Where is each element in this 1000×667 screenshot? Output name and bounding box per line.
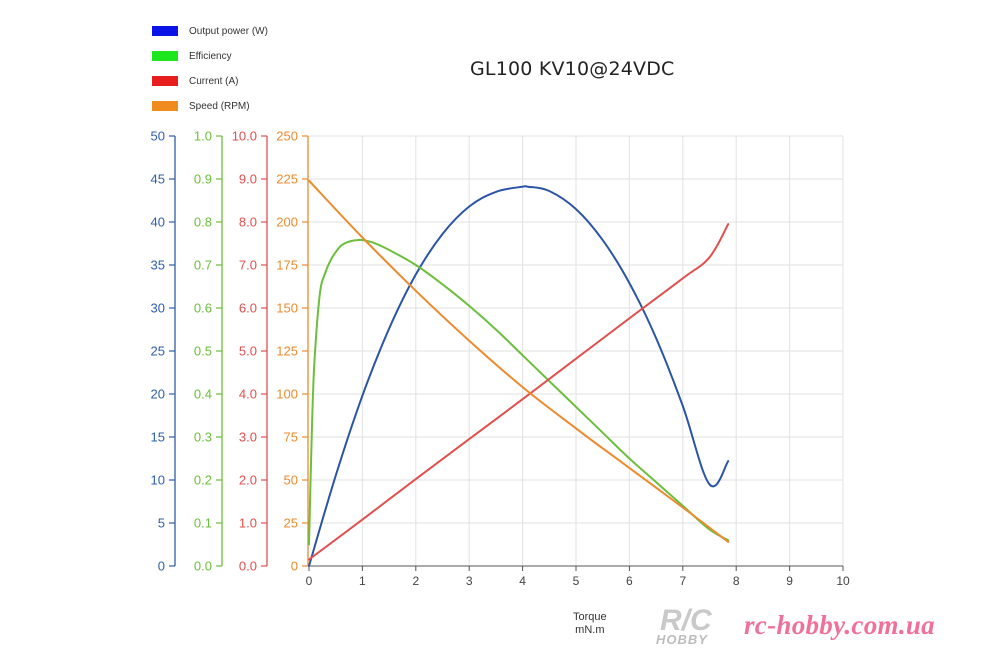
legend-item-efficiency: Efficiency <box>152 48 232 64</box>
y-tick-label-current: 0.0 <box>239 559 257 574</box>
y-tick-label-power: 15 <box>151 430 165 445</box>
x-tick-label: 10 <box>836 574 850 588</box>
x-tick-label: 4 <box>519 574 526 588</box>
y-tick-label-efficiency: 0.1 <box>194 516 212 531</box>
series-lines <box>308 179 730 567</box>
y-tick-label-speed: 175 <box>276 258 298 273</box>
x-axis-label: Torque mN.m <box>573 611 607 637</box>
x-tick-label: 8 <box>733 574 740 588</box>
y-tick-label-speed: 125 <box>276 344 298 359</box>
legend-swatch-speed <box>152 101 178 111</box>
series-line-efficiency <box>308 238 730 546</box>
x-tick-label: 7 <box>679 574 686 588</box>
y-tick-label-power: 30 <box>151 301 165 316</box>
y-tick-label-speed: 0 <box>291 559 298 574</box>
x-tick-label: 0 <box>306 574 313 588</box>
y-tick-label-speed: 250 <box>276 129 298 144</box>
series-line-speed <box>308 179 730 543</box>
y-tick-label-efficiency: 0.2 <box>194 473 212 488</box>
x-axis-label-line2: mN.m <box>575 624 605 636</box>
y-tick-label-current: 7.0 <box>239 258 257 273</box>
y-tick-label-efficiency: 0.8 <box>194 215 212 230</box>
y-tick-label-current: 9.0 <box>239 172 257 187</box>
y-tick-label-power: 0 <box>158 559 165 574</box>
legend-swatch-efficiency <box>152 51 178 61</box>
y-tick-label-power: 35 <box>151 258 165 273</box>
y-tick-label-current: 1.0 <box>239 516 257 531</box>
y-tick-label-efficiency: 0.4 <box>194 387 212 402</box>
y-tick-label-efficiency: 0.0 <box>194 559 212 574</box>
grid <box>309 135 844 566</box>
y-tick-label-speed: 200 <box>276 215 298 230</box>
y-tick-label-efficiency: 0.5 <box>194 344 212 359</box>
legend-swatch-power <box>152 26 178 36</box>
y-tick-label-current: 5.0 <box>239 344 257 359</box>
y-tick-label-efficiency: 0.7 <box>194 258 212 273</box>
legend-label-power: Output power (W) <box>189 25 268 37</box>
legend-item-speed: Speed (RPM) <box>152 98 250 114</box>
y-tick-label-efficiency: 0.3 <box>194 430 212 445</box>
x-tick-label: 5 <box>573 574 580 588</box>
y-tick-label-efficiency: 0.6 <box>194 301 212 316</box>
y-tick-label-current: 8.0 <box>239 215 257 230</box>
y-tick-label-speed: 150 <box>276 301 298 316</box>
legend-label-current: Current (A) <box>189 75 239 87</box>
legend-label-efficiency: Efficiency <box>189 50 232 62</box>
y-tick-label-speed: 100 <box>276 387 298 402</box>
series-line-current <box>308 223 730 561</box>
y-tick-label-speed: 225 <box>276 172 298 187</box>
watermark-logo-sub: HOBBY <box>656 632 708 647</box>
y-tick-label-efficiency: 1.0 <box>194 129 212 144</box>
y-tick-label-power: 50 <box>151 129 165 144</box>
y-tick-label-efficiency: 0.9 <box>194 172 212 187</box>
series-line-power <box>308 185 730 567</box>
y-tick-label-current: 4.0 <box>239 387 257 402</box>
y-tick-label-power: 40 <box>151 215 165 230</box>
y-tick-label-power: 25 <box>151 344 165 359</box>
y-tick-label-speed: 25 <box>284 516 298 531</box>
axes: 0 1 2 3 4 5 6 7 8 9 10051015202530354045500.00.10.… <box>151 129 850 589</box>
x-tick-label: 9 <box>786 574 793 588</box>
y-tick-label-power: 5 <box>158 516 165 531</box>
watermark: R/C HOBBY rc-hobby.com.ua <box>654 604 984 650</box>
x-tick-label: 1 <box>359 574 366 588</box>
watermark-site: rc-hobby.com.ua <box>744 610 935 640</box>
chart-title: GL100 KV10@24VDC <box>470 58 675 80</box>
legend-item-current: Current (A) <box>152 73 238 89</box>
x-tick-label: 6 <box>626 574 633 588</box>
x-tick-label: 2 <box>412 574 419 588</box>
watermark-logo: R/C <box>660 604 712 637</box>
legend-swatch-current <box>152 76 178 86</box>
y-tick-label-current: 3.0 <box>239 430 257 445</box>
y-tick-label-current: 10.0 <box>232 129 257 144</box>
legend-item-power: Output power (W) <box>152 23 268 39</box>
y-tick-label-power: 45 <box>151 172 165 187</box>
y-tick-label-current: 6.0 <box>239 301 257 316</box>
y-tick-label-power: 10 <box>151 473 165 488</box>
y-tick-label-speed: 50 <box>284 473 298 488</box>
y-tick-label-power: 20 <box>151 387 165 402</box>
x-tick-label: 3 <box>466 574 473 588</box>
y-tick-label-speed: 75 <box>284 430 298 445</box>
x-axis-label-line1: Torque <box>573 611 607 623</box>
legend-label-speed: Speed (RPM) <box>189 100 250 112</box>
y-tick-label-current: 2.0 <box>239 473 257 488</box>
